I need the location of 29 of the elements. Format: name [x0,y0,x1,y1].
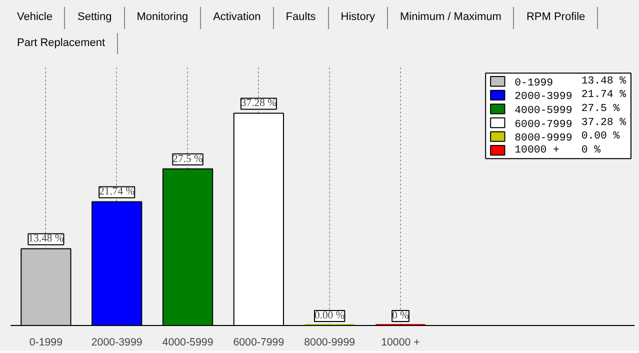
legend-label: 10000 + [514,144,560,157]
text: Minimum / Maximum [388,7,514,29]
text: Faults [274,7,329,29]
text: 37.28 % [581,117,626,130]
text: Vehicle [5,7,66,29]
text: Activation [201,7,274,29]
text: 0 % [581,144,601,157]
text: History [328,7,388,29]
text: 13.48 % [581,76,626,88]
legend-label: 0-1999 [514,78,554,90]
data-label: 27.5 % [172,154,203,166]
text: 27.5 % [581,103,620,116]
x-tick-label: 2000-3999 [91,336,142,349]
text: 0.00 % [581,130,620,143]
x-tick-label: 6000-7999 [233,336,284,349]
legend-label: 8000-9999 [514,132,572,145]
text: RPM Profile [514,7,598,29]
text: Part Replacement [5,32,118,54]
data-label: 0 % [392,310,410,322]
x-tick-label: 0-1999 [29,336,63,349]
text: 21.74 % [581,90,626,102]
x-tick-label: 8000-9999 [304,336,356,349]
legend-label: 2000-3999 [514,92,572,104]
text: Monitoring [124,7,202,29]
legend-label: 6000-7999 [514,119,572,132]
legend-label: 4000-5999 [514,105,572,118]
x-tick-label: 4000-5999 [162,336,214,349]
text: Setting [65,7,125,29]
x-tick-label: 10000 + [381,336,420,349]
